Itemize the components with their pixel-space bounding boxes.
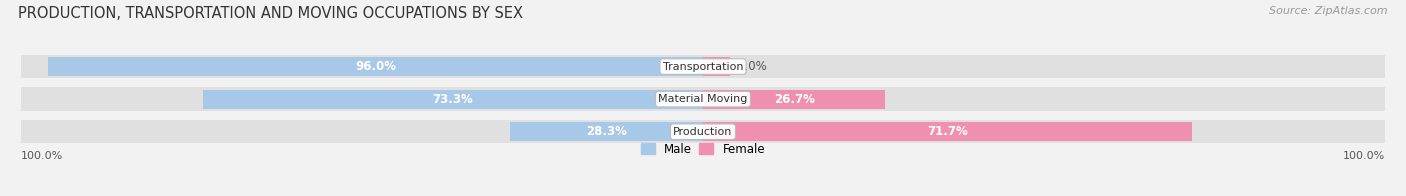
Text: Source: ZipAtlas.com: Source: ZipAtlas.com: [1270, 6, 1388, 16]
Bar: [21, 87, 1385, 111]
Bar: [21, 55, 1385, 78]
Text: Production: Production: [673, 127, 733, 137]
Bar: [510, 122, 703, 141]
Bar: [703, 90, 886, 109]
Text: 26.7%: 26.7%: [773, 93, 814, 106]
Text: PRODUCTION, TRANSPORTATION AND MOVING OCCUPATIONS BY SEX: PRODUCTION, TRANSPORTATION AND MOVING OC…: [18, 6, 523, 21]
Bar: [48, 57, 703, 76]
Text: Material Moving: Material Moving: [658, 94, 748, 104]
Bar: [21, 120, 1385, 143]
Text: 100.0%: 100.0%: [1343, 151, 1385, 161]
Text: 73.3%: 73.3%: [433, 93, 474, 106]
Bar: [703, 57, 730, 76]
Text: 28.3%: 28.3%: [586, 125, 627, 138]
Bar: [703, 122, 1192, 141]
Bar: [202, 90, 703, 109]
Text: Transportation: Transportation: [662, 62, 744, 72]
Text: 4.0%: 4.0%: [737, 60, 766, 73]
Legend: Male, Female: Male, Female: [641, 143, 765, 156]
Text: 96.0%: 96.0%: [354, 60, 396, 73]
Text: 71.7%: 71.7%: [927, 125, 967, 138]
Text: 100.0%: 100.0%: [21, 151, 63, 161]
